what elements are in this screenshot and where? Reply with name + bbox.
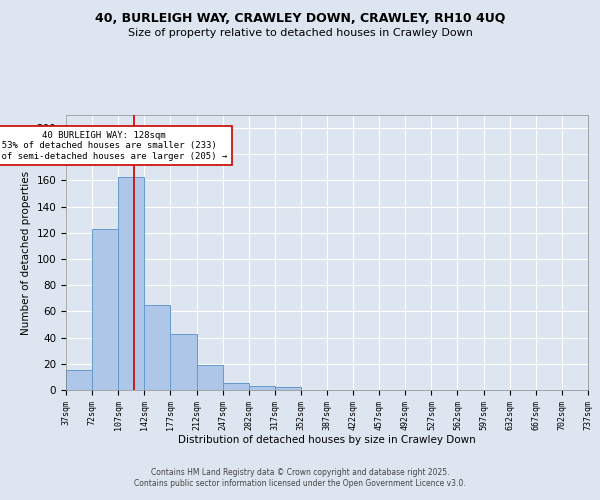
Text: 40 BURLEIGH WAY: 128sqm
← 53% of detached houses are smaller (233)
47% of semi-d: 40 BURLEIGH WAY: 128sqm ← 53% of detache… — [0, 130, 227, 160]
Bar — [92, 229, 118, 390]
X-axis label: Distribution of detached houses by size in Crawley Down: Distribution of detached houses by size … — [178, 436, 476, 446]
Bar — [223, 384, 249, 390]
Text: Contains HM Land Registry data © Crown copyright and database right 2025.
Contai: Contains HM Land Registry data © Crown c… — [134, 468, 466, 487]
Text: Size of property relative to detached houses in Crawley Down: Size of property relative to detached ho… — [128, 28, 472, 38]
Y-axis label: Number of detached properties: Number of detached properties — [21, 170, 31, 334]
Bar — [144, 305, 170, 390]
Bar — [249, 386, 275, 390]
Bar — [118, 176, 144, 390]
Bar — [66, 370, 92, 390]
Text: 40, BURLEIGH WAY, CRAWLEY DOWN, CRAWLEY, RH10 4UQ: 40, BURLEIGH WAY, CRAWLEY DOWN, CRAWLEY,… — [95, 12, 505, 26]
Bar — [275, 388, 301, 390]
Bar — [170, 334, 197, 390]
Bar — [197, 365, 223, 390]
